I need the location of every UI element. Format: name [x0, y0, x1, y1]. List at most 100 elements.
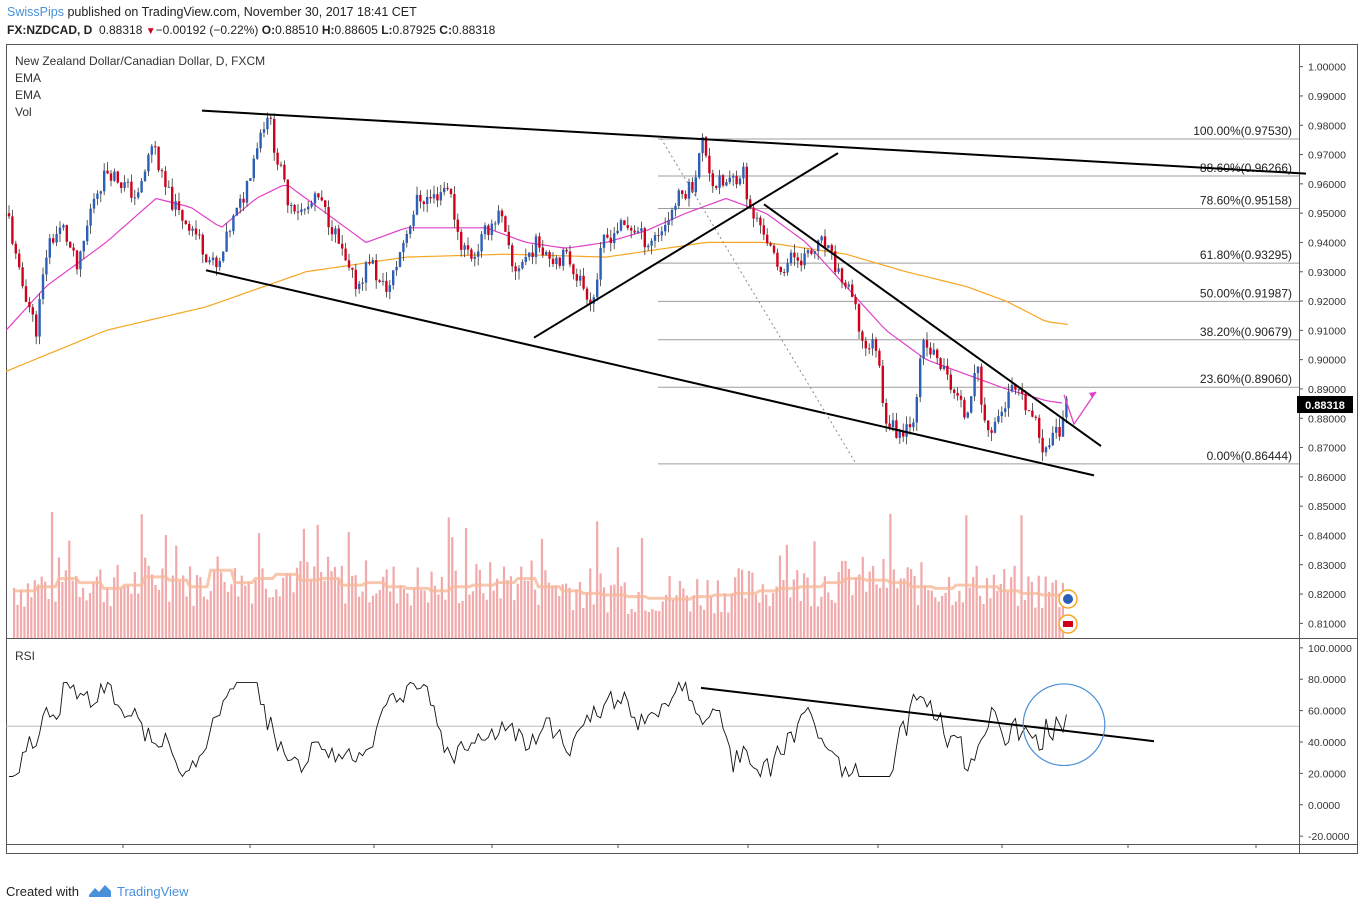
volume-bar: [954, 601, 958, 638]
candle-body: [154, 146, 157, 148]
volume-bar: [599, 573, 602, 638]
candle-body: [619, 220, 623, 231]
candle-body: [256, 148, 259, 159]
tradingview-logo-icon[interactable]: [88, 881, 112, 899]
chart-area[interactable]: 100.00%(0.97530) 88.60%(0.96266) 78.60%(0.…: [5, 44, 1358, 865]
price-tick-label: 0.88000: [1308, 413, 1346, 425]
publisher-link[interactable]: SwissPips: [7, 5, 64, 19]
candle-body: [470, 249, 473, 259]
candle-body: [779, 266, 782, 273]
chart-svg[interactable]: 100.00%(0.97530)88.60%(0.96266)78.60%(0.…: [5, 44, 1358, 865]
volume-bar: [613, 584, 616, 638]
fib-level-label: 0.00%(0.86444): [1207, 449, 1292, 463]
candle-body: [21, 267, 24, 287]
candle-body: [103, 170, 106, 192]
volume-bar: [765, 594, 768, 638]
candle-body: [133, 197, 136, 199]
volume-bar: [244, 585, 247, 638]
candle-body: [915, 397, 918, 423]
volume-bar: [889, 513, 892, 638]
volume-bar: [989, 598, 992, 638]
candle-body: [738, 178, 742, 185]
price-tick-label: 0.92000: [1308, 296, 1346, 308]
candle-body: [868, 348, 871, 350]
volume-bar: [668, 575, 671, 638]
volume-bar: [540, 538, 544, 638]
candle-body: [344, 248, 347, 261]
volume-bar: [133, 572, 136, 638]
volume-bar: [1020, 515, 1023, 638]
event-flags[interactable]: [1058, 589, 1078, 634]
volume-bar: [1048, 591, 1051, 638]
candle-body: [528, 252, 531, 257]
candle-body: [585, 288, 589, 300]
volume-ma-line: [14, 568, 1063, 601]
volume-bar: [592, 604, 595, 638]
volume-bar: [306, 561, 309, 638]
candle-body: [215, 257, 218, 268]
high-value: 0.88605: [334, 23, 378, 37]
volume-bar: [1013, 565, 1016, 638]
volume-bar: [499, 598, 502, 638]
volume-bar: [385, 569, 388, 638]
volume-bar: [275, 589, 278, 638]
volume-bar: [516, 583, 519, 638]
volume-bar: [823, 576, 826, 638]
trendline-channel-bottom: [205, 269, 1095, 477]
candle-body: [864, 340, 867, 349]
volume-bar: [330, 571, 333, 638]
volume-bar: [106, 587, 109, 638]
volume-bar: [264, 588, 268, 638]
volume-bar: [223, 582, 226, 638]
rsi-line: [9, 680, 1067, 779]
volume-bar: [382, 576, 385, 638]
footer: Created with TradingView: [0, 876, 1364, 909]
grid: [6, 44, 1358, 854]
volume-bar: [1041, 607, 1044, 638]
volume-bar: [206, 599, 209, 638]
fibonacci-levels[interactable]: 100.00%(0.97530)88.60%(0.96266)78.60%(0.…: [658, 124, 1299, 465]
candle-body: [599, 247, 602, 280]
volume-bar: [737, 568, 740, 638]
price-axis[interactable]: 1.00000 0.99000 0.98000 0.97000 0.96000 0.950…: [1299, 62, 1352, 844]
volume-bar: [678, 580, 682, 638]
candle-body: [497, 210, 500, 224]
time-tick-label: Mar: [1247, 853, 1266, 854]
candle-body: [449, 189, 453, 194]
volume-bar: [216, 556, 219, 638]
volume-bar: [813, 541, 816, 638]
candle-body: [711, 173, 714, 187]
candle-body: [385, 280, 388, 292]
candle-body: [1000, 411, 1003, 417]
candle-body: [235, 207, 238, 216]
volume-bar: [868, 571, 871, 638]
candle-body: [715, 186, 718, 188]
volume-bar: [844, 560, 847, 638]
trendlines[interactable]: [201, 109, 1307, 477]
candle-body: [69, 241, 72, 248]
candle-body: [562, 249, 565, 266]
candle-body: [137, 192, 140, 198]
volume-bar: [50, 511, 54, 638]
volume-bar: [703, 609, 706, 638]
candle-body: [874, 339, 878, 351]
volume-bar: [30, 597, 33, 638]
volume-bar: [423, 590, 426, 638]
volume-bar: [168, 601, 171, 638]
time-tick-label: Jul: [741, 853, 755, 854]
rsi-tick-label: 100.0000: [1308, 643, 1352, 655]
candlesticks[interactable]: [7, 112, 1068, 462]
candle-body: [58, 227, 62, 234]
candle-body: [75, 250, 79, 270]
candle-body: [555, 257, 558, 265]
volume-bar: [454, 570, 457, 638]
candle-body: [130, 181, 133, 198]
trendline-channel-top: [201, 109, 1307, 175]
candle-body: [487, 225, 490, 235]
volume-bar: [178, 581, 181, 638]
volume-bar: [885, 587, 889, 638]
candle-body: [330, 227, 334, 235]
tradingview-link[interactable]: TradingView: [117, 884, 189, 899]
candle-body: [687, 182, 691, 199]
volume-bar: [78, 596, 81, 638]
